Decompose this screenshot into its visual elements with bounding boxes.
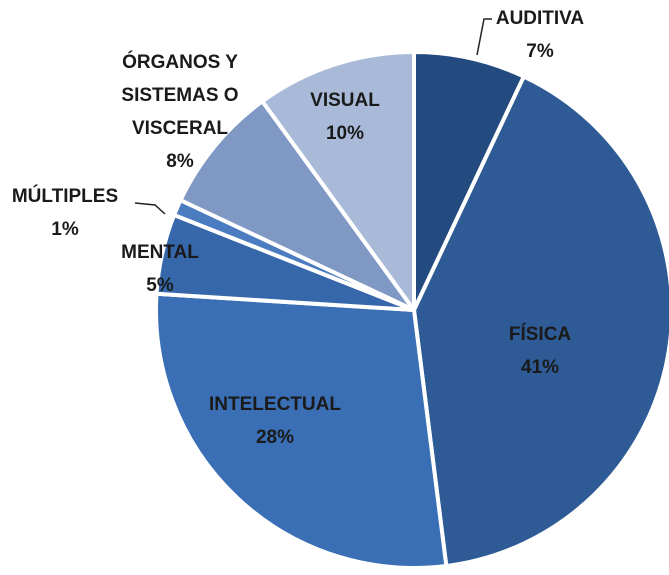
value-label: 5%: [146, 275, 174, 296]
pie-slice: [154, 291, 449, 570]
value-label: 7%: [526, 41, 554, 62]
category-name: INTELECTUAL: [209, 394, 341, 415]
category-name: MÚLTIPLES: [11, 186, 119, 207]
category-name: FÍSICA: [508, 324, 572, 345]
value-label: 8%: [166, 151, 194, 172]
category-name: VISUAL: [310, 90, 380, 111]
slice-label: ÓRGANOS Y SISTEMAS O VISCERAL 8%: [95, 46, 265, 178]
category-name: ÓRGANOS Y SISTEMAS O VISCERAL: [121, 52, 239, 139]
leader-line: [476, 18, 492, 56]
leader-line: [134, 202, 166, 215]
pie-slice: [178, 99, 416, 312]
slice-label: INTELECTUAL 28%: [175, 388, 375, 454]
value-label: 1%: [51, 219, 79, 240]
slice-label: MENTAL 5%: [90, 236, 230, 302]
value-label: 28%: [255, 427, 295, 448]
value-label: 41%: [520, 357, 560, 378]
slice-label: MÚLTIPLES 1%: [0, 180, 135, 246]
category-name: MENTAL: [121, 242, 199, 263]
pie-slice: [412, 50, 526, 312]
slice-label: FÍSICA 41%: [470, 318, 610, 384]
slice-label: AUDITIVA 7%: [470, 2, 610, 68]
category-name: AUDITIVA: [495, 8, 585, 29]
value-label: 10%: [325, 123, 365, 144]
pie-slice: [260, 50, 416, 312]
slice-label: VISUAL 10%: [275, 84, 415, 150]
